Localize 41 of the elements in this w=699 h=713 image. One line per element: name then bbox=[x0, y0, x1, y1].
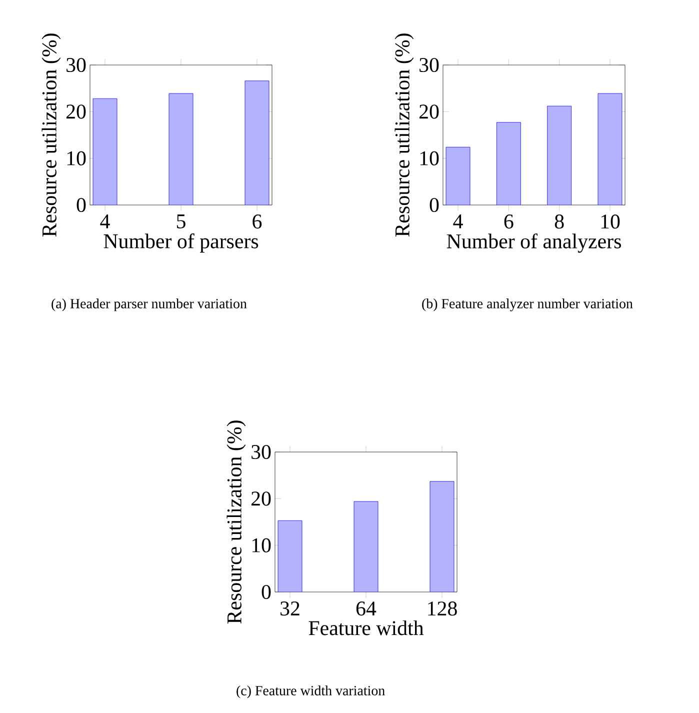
x-tick-label: 4 bbox=[453, 214, 463, 228]
bar bbox=[598, 93, 622, 205]
x-tick-label: 4 bbox=[100, 214, 110, 228]
x-tick-label: 5 bbox=[176, 214, 186, 228]
y-tick-label: 20 bbox=[66, 104, 86, 119]
bar bbox=[547, 106, 572, 205]
bar bbox=[496, 122, 521, 205]
x-axis-title: Number of analyzers bbox=[446, 233, 621, 253]
x-tick-label: 8 bbox=[554, 214, 564, 229]
x-tick-label: 6 bbox=[504, 214, 514, 229]
y-axis-title: Resource utilization (%) bbox=[394, 34, 414, 237]
bar bbox=[354, 501, 378, 592]
x-tick-label: 32 bbox=[280, 602, 300, 616]
y-tick-label: 0 bbox=[76, 198, 86, 212]
bar bbox=[92, 98, 118, 205]
bar bbox=[446, 146, 470, 205]
x-axis-title: Feature width bbox=[308, 620, 424, 636]
y-tick-label: 0 bbox=[262, 584, 271, 600]
text: (a) Header parser number variation bbox=[52, 298, 247, 312]
x-tick-label: 64 bbox=[356, 602, 376, 616]
y-tick-label: 10 bbox=[67, 151, 86, 166]
x-tick-label: 6 bbox=[252, 214, 262, 229]
bar bbox=[244, 80, 270, 205]
y-tick-label: 30 bbox=[420, 58, 439, 72]
x-tick-label: 10 bbox=[601, 214, 620, 229]
y-tick-label: 10 bbox=[252, 538, 271, 552]
y-tick-label: 30 bbox=[66, 58, 86, 72]
y-axis-title: Resource utilization (%) bbox=[42, 34, 61, 237]
y-tick-label: 20 bbox=[251, 492, 271, 506]
bar bbox=[168, 93, 194, 205]
y-tick-label: 10 bbox=[420, 151, 439, 166]
y-axis-title: Resource utilization (%) bbox=[226, 420, 246, 624]
y-tick-label: 30 bbox=[252, 444, 271, 460]
y-tick-label: 0 bbox=[430, 198, 439, 212]
y-tick-label: 20 bbox=[419, 104, 439, 119]
text: (b) Feature analyzer number variation bbox=[422, 298, 633, 312]
bar bbox=[278, 520, 302, 592]
x-tick-label: 128 bbox=[428, 602, 457, 616]
bar bbox=[430, 481, 454, 592]
text: (c) Feature width variation bbox=[236, 686, 385, 698]
x-axis-title: Number of parsers bbox=[104, 233, 258, 253]
